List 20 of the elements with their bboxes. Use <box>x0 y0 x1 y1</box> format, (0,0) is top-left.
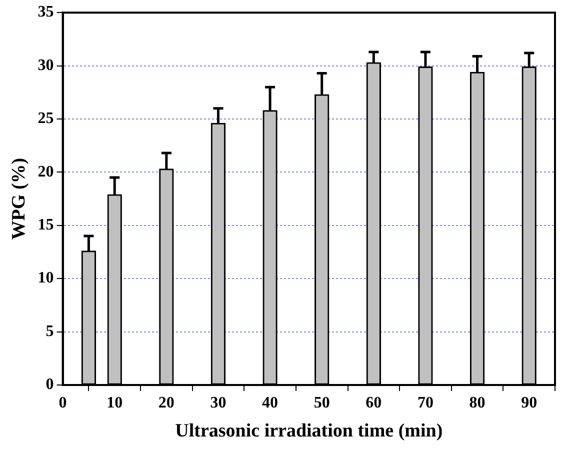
x-tick-label: 10 <box>106 394 123 412</box>
x-tick-label: 70 <box>417 394 434 412</box>
y-tick-label: 25 <box>38 110 54 128</box>
y-tick-label: 20 <box>38 163 54 180</box>
x-tick-label: 20 <box>158 394 174 412</box>
x-tick-label: 30 <box>210 394 226 412</box>
x-tick-label: 40 <box>262 394 278 412</box>
y-tick-label: 35 <box>38 4 54 21</box>
y-tick-label: 10 <box>38 270 54 287</box>
y-tick-label: 5 <box>46 322 54 340</box>
x-tick-label: 90 <box>521 394 538 412</box>
x-tick-label: 50 <box>314 394 330 412</box>
x-tick-label: 60 <box>366 394 382 412</box>
y-tick-label: 30 <box>38 56 54 74</box>
x-tick-label: 80 <box>469 394 486 412</box>
x-axis-title: Ultrasonic irradiation time (min) <box>175 420 443 442</box>
x-tick-label: 0 <box>58 394 67 412</box>
y-axis-title: WPG (%) <box>8 158 30 240</box>
y-tick-label: 15 <box>38 216 54 234</box>
y-tick-label: 0 <box>46 376 54 394</box>
